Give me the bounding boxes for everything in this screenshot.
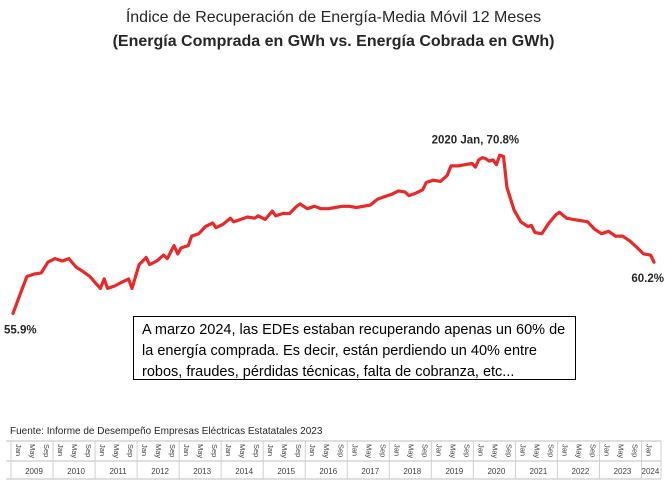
- x-tick-label: Jan: [644, 444, 653, 456]
- x-year-label: 2022: [572, 467, 590, 476]
- chart-title-line1: Índice de Recuperación de Energía-Media …: [125, 9, 542, 26]
- x-tick-label: Jan: [308, 444, 317, 456]
- x-tick-label: May: [364, 444, 373, 458]
- x-tick-label: Sep: [504, 444, 513, 457]
- x-tick-label: May: [574, 444, 583, 458]
- x-year-label: 2020: [487, 467, 505, 476]
- x-tick-label: May: [280, 444, 289, 458]
- x-tick-label: May: [28, 444, 37, 458]
- x-year-label: 2013: [193, 467, 211, 476]
- note-box: A marzo 2024, las EDEs estaban recuperan…: [133, 316, 576, 380]
- x-tick-label: Sep: [630, 444, 639, 457]
- x-tick-label: Sep: [294, 444, 303, 457]
- x-tick-label: Jan: [602, 444, 611, 456]
- data-label: 55.9%: [4, 324, 37, 336]
- chart-title-line2: (Energía Comprada en GWh vs. Energía Cob…: [112, 33, 555, 50]
- x-tick-label: May: [532, 444, 541, 458]
- x-year-label: 2009: [25, 467, 43, 476]
- source-text: Fuente: Informe de Desempeño Empresas El…: [10, 426, 323, 437]
- x-tick-label: Sep: [84, 444, 93, 457]
- x-tick-label: May: [154, 444, 163, 458]
- x-tick-label: May: [112, 444, 121, 458]
- x-tick-label: Sep: [420, 444, 429, 457]
- x-tick-label: May: [238, 444, 247, 458]
- x-tick-label: Sep: [546, 444, 555, 457]
- x-tick-label: Jan: [224, 444, 233, 456]
- x-tick-label: Jan: [56, 444, 65, 456]
- x-tick-label: May: [406, 444, 415, 458]
- x-year-label: 2015: [277, 467, 295, 476]
- x-tick-label: Sep: [378, 444, 387, 457]
- x-tick-label: Jan: [518, 444, 527, 456]
- x-tick-label: May: [322, 444, 331, 458]
- x-tick-label: Jan: [350, 444, 359, 456]
- x-year-label: 2014: [235, 467, 253, 476]
- x-year-label: 2023: [614, 467, 632, 476]
- x-tick-label: May: [616, 444, 625, 458]
- x-tick-label: Jan: [392, 444, 401, 456]
- x-year-label: 2011: [109, 467, 127, 476]
- x-tick-label: May: [70, 444, 79, 458]
- x-tick-label: May: [448, 444, 457, 458]
- x-year-label: 2012: [151, 467, 169, 476]
- x-tick-label: Sep: [336, 444, 345, 457]
- x-tick-label: Jan: [98, 444, 107, 456]
- x-tick-label: Sep: [126, 444, 135, 457]
- x-tick-label: Jan: [476, 444, 485, 456]
- x-year-label: 2018: [403, 467, 421, 476]
- x-year-label: 2019: [445, 467, 463, 476]
- x-tick-label: Jan: [560, 444, 569, 456]
- x-tick-label: Sep: [42, 444, 51, 457]
- x-tick-label: Jan: [434, 444, 443, 456]
- x-tick-label: May: [196, 444, 205, 458]
- series-line-0: [11, 153, 656, 315]
- data-label: 60.2%: [631, 273, 664, 285]
- x-year-label: 2017: [361, 467, 379, 476]
- data-label: 2020 Jan, 70.8%: [432, 135, 520, 147]
- x-tick-label: Sep: [588, 444, 597, 457]
- x-tick-label: Sep: [210, 444, 219, 457]
- x-tick-label: Sep: [168, 444, 177, 457]
- x-tick-label: Jan: [14, 444, 23, 456]
- x-year-label: 2016: [319, 467, 337, 476]
- x-tick-label: Jan: [140, 444, 149, 456]
- x-year-label: 2024: [642, 467, 660, 476]
- x-year-label: 2021: [530, 467, 548, 476]
- x-tick-label: Sep: [462, 444, 471, 457]
- x-year-label: 2010: [67, 467, 85, 476]
- x-tick-label: Sep: [252, 444, 261, 457]
- x-tick-label: Jan: [266, 444, 275, 456]
- x-tick-label: May: [490, 444, 499, 458]
- x-tick-label: Jan: [182, 444, 191, 456]
